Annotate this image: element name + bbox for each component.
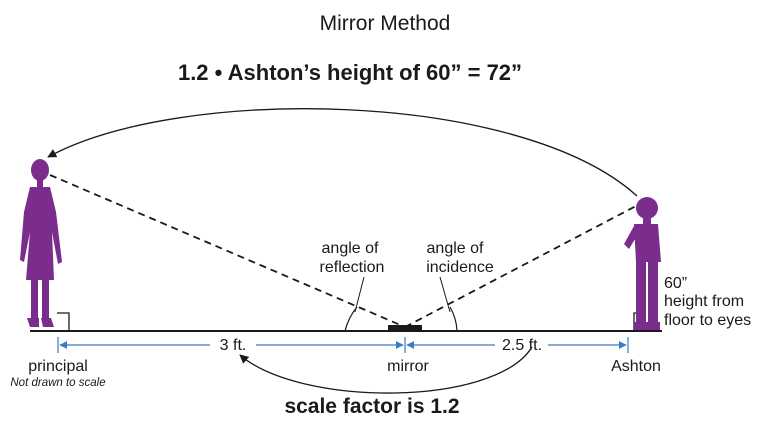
incidence-leader-line: [439, 276, 451, 313]
height-equation: 1.2 • Ashton’s height of 60” = 72”: [178, 60, 522, 85]
diagram-title: Mirror Method: [320, 12, 451, 35]
scale-arc-bottom: [239, 346, 533, 394]
angle-incidence-line2: incidence: [426, 259, 494, 276]
reflection-leader-line: [354, 276, 365, 313]
sight-line-incidence: [404, 205, 637, 328]
angle-incidence-line1: angle of: [427, 240, 484, 257]
ashton-figure-icon: [624, 197, 661, 330]
principal-figure-icon: [20, 159, 62, 327]
principal-label: principal: [28, 358, 88, 375]
height-label-line3: floor to eyes: [664, 312, 751, 329]
not-to-scale-note: Not drawn to scale: [10, 377, 105, 389]
principal-right-angle-mark: [57, 312, 70, 331]
distance-left-label: 3 ft.: [220, 337, 247, 354]
mirror-icon: [388, 325, 422, 330]
scale-arc-top: [47, 108, 638, 197]
incidence-angle-arc: [449, 306, 458, 332]
ashton-label: Ashton: [611, 358, 661, 375]
angle-reflection-line2: reflection: [320, 259, 385, 276]
height-label-line2: height from: [664, 293, 744, 310]
mirror-label: mirror: [387, 358, 429, 375]
angle-reflection-line1: angle of: [322, 240, 379, 257]
distance-right-label: 2.5 ft.: [502, 337, 542, 354]
sight-line-reflection: [49, 174, 406, 328]
scale-factor-label: scale factor is 1.2: [284, 395, 459, 418]
height-label-line1: 60”: [664, 275, 687, 292]
